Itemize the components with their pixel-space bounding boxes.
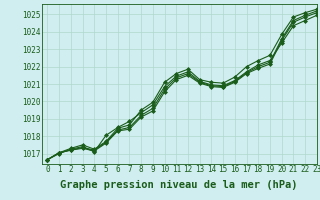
X-axis label: Graphe pression niveau de la mer (hPa): Graphe pression niveau de la mer (hPa) bbox=[60, 180, 298, 190]
